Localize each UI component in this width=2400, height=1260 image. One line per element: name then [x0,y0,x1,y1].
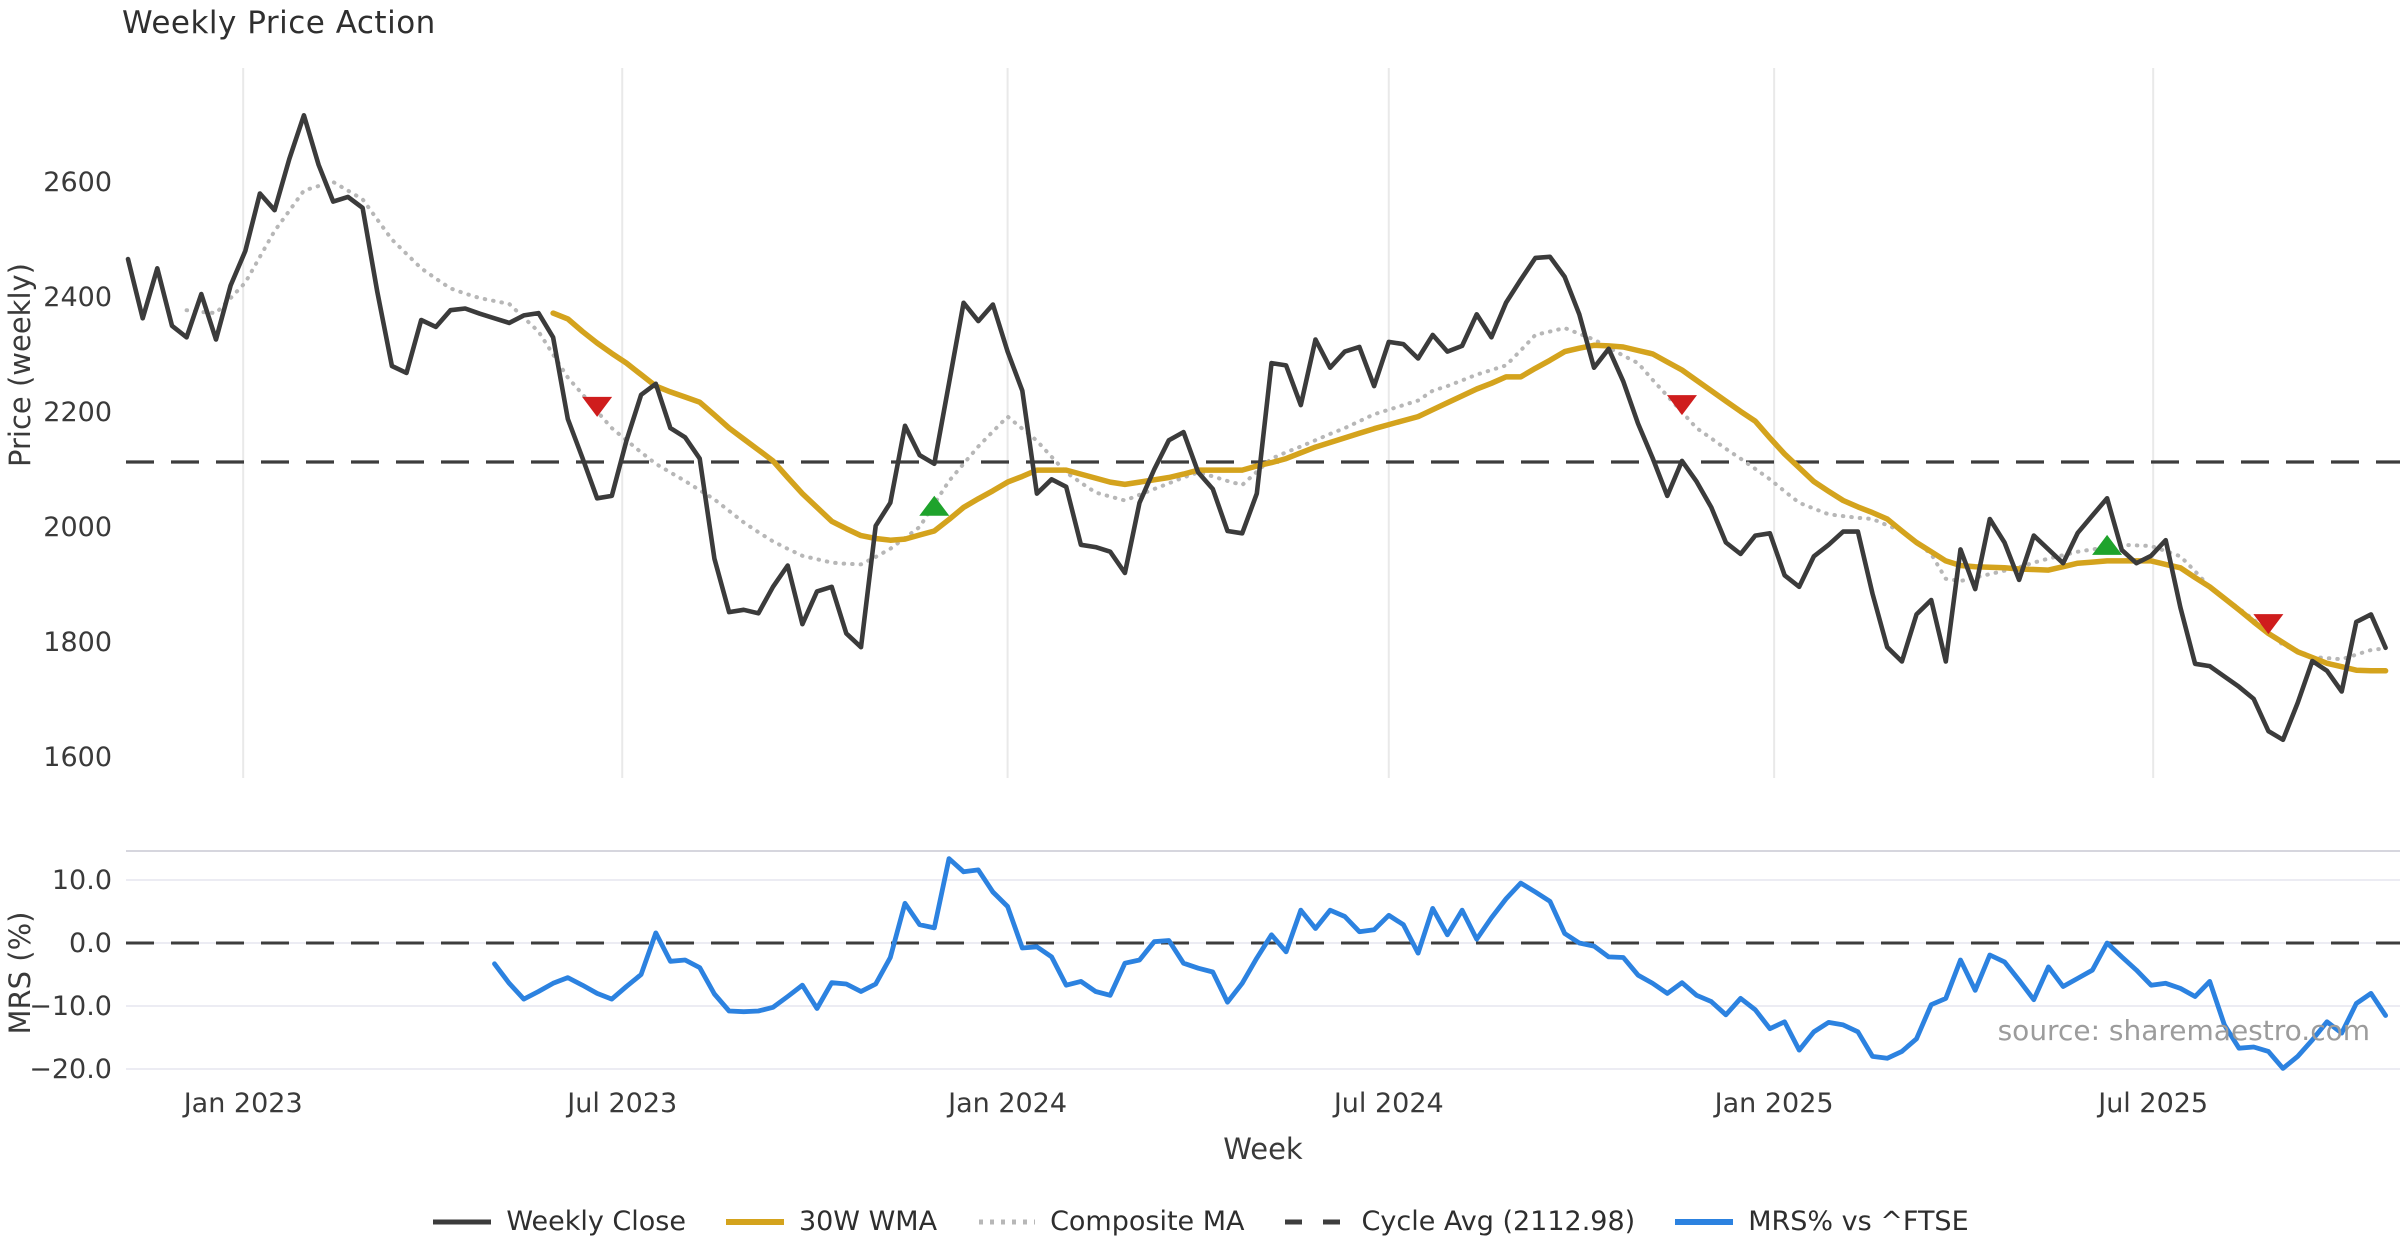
mrs-tick-label: −10.0 [29,991,112,1022]
mrs-tick-label: 10.0 [52,865,112,896]
legend: Weekly Close 30W WMA Composite MA Cycle … [0,1206,2400,1237]
composite-dotted-line-icon [979,1219,1036,1224]
legend-label: Composite MA [1050,1206,1245,1237]
sell-marker-icon [1666,395,1697,416]
chart-title: Weekly Price Action [122,5,436,41]
x-tick-label: Jan 2024 [946,1088,1067,1119]
x-tick-label: Jan 2023 [182,1088,303,1119]
legend-label: Weekly Close [506,1206,686,1237]
sell-marker-icon [2253,614,2284,635]
wma-30w-line [550,310,2389,674]
price-tick-label: 2000 [43,512,112,543]
legend-item-composite-ma: Composite MA [975,1206,1245,1237]
legend-label: 30W WMA [798,1206,938,1237]
week-axis-label: Week [1223,1132,1303,1166]
mrs-line-icon [1675,1218,1734,1225]
source-watermark: source: sharemaestro.com [1997,1014,2370,1047]
mrs-axis-label: MRS (%) [3,911,37,1035]
price-tick-label: 2200 [43,397,112,428]
x-tick-label: Jul 2023 [565,1088,677,1119]
buy-marker-icon [2092,534,2123,555]
cycle-avg-dashed-line-icon [1284,1219,1347,1224]
price-tick-label: 2600 [43,167,112,198]
legend-item-mrs: MRS% vs ^FTSE [1673,1206,1969,1237]
x-tick-label: Jan 2025 [1713,1088,1834,1119]
weekly-close-line-icon [433,1219,492,1224]
legend-item-30w-wma: 30W WMA [724,1206,937,1237]
mrs-tick-label: 0.0 [69,928,112,959]
composite-ma-line [184,180,2388,662]
price-tick-label: 2400 [43,282,112,313]
x-tick-label: Jul 2025 [2096,1088,2208,1119]
legend-label: Cycle Avg (2112.98) [1361,1206,1636,1237]
price-tick-label: 1600 [43,742,112,773]
buy-marker-icon [919,495,950,516]
legend-item-cycle-avg: Cycle Avg (2112.98) [1283,1206,1636,1237]
mrs-tick-label: −20.0 [29,1054,112,1085]
x-tick-label: Jul 2024 [1332,1088,1444,1119]
legend-label: MRS% vs ^FTSE [1748,1206,1969,1237]
weekly-close-line [125,113,2388,743]
wma-line-icon [725,1218,784,1225]
price-tick-label: 1800 [43,627,112,658]
sell-marker-icon [582,396,613,417]
mrs-line [492,856,2388,1071]
price-axis-label: Price (weekly) [3,263,37,468]
legend-item-weekly-close: Weekly Close [431,1206,686,1237]
